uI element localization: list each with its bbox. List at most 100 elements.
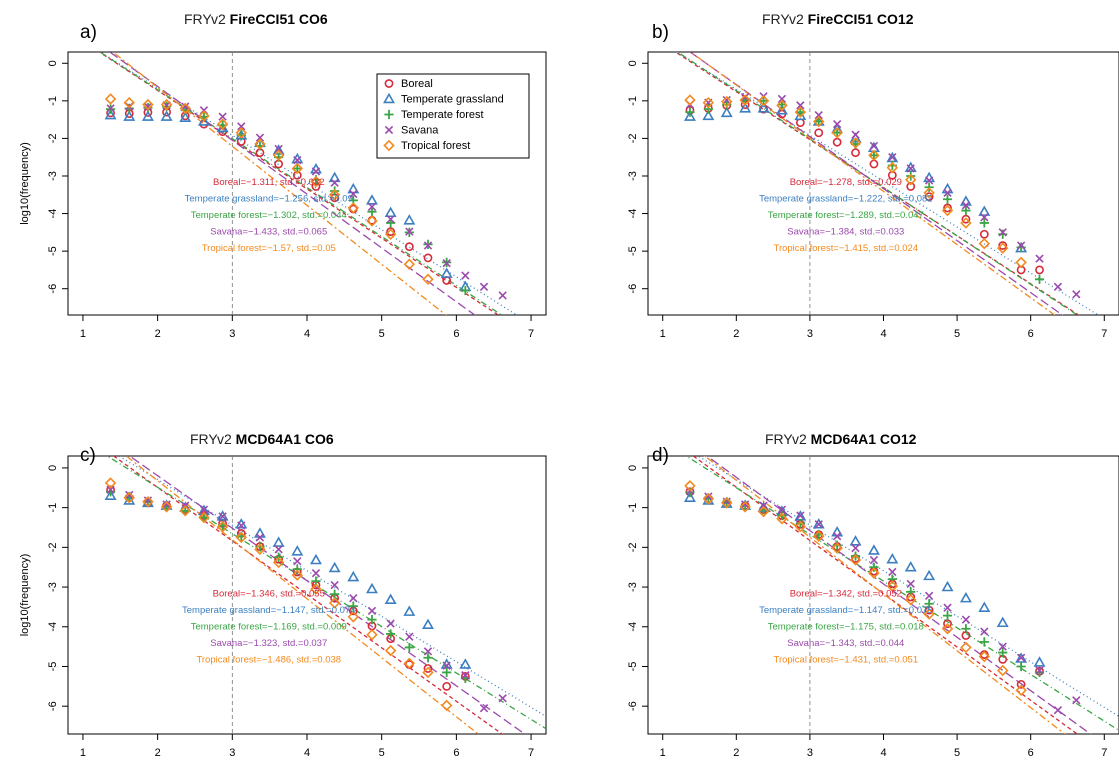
point-temperate-grassland bbox=[141, 110, 154, 121]
point-savana bbox=[367, 606, 377, 616]
point-savana bbox=[274, 545, 283, 554]
point-savana bbox=[274, 144, 283, 154]
x-tick-label: 5 bbox=[954, 328, 960, 340]
point-temperate-grassland bbox=[403, 605, 416, 616]
x-tick-label: 1 bbox=[80, 747, 86, 759]
point-savana bbox=[255, 133, 265, 142]
plot-area bbox=[683, 456, 1119, 734]
annotation-savana: Savana=−1.323, std.=0.037 bbox=[210, 638, 327, 649]
point-temperate-forest bbox=[961, 205, 971, 216]
point-tropical-forest bbox=[366, 215, 378, 227]
point-temperate-grassland bbox=[253, 527, 266, 538]
x-tick-label: 7 bbox=[528, 328, 534, 340]
point-tropical-forest bbox=[347, 202, 360, 214]
point-temperate-grassland bbox=[291, 545, 304, 556]
point-temperate-grassland bbox=[904, 161, 917, 172]
point-tropical-forest bbox=[179, 505, 191, 517]
point-temperate-grassland bbox=[941, 580, 954, 592]
y-tick-label: -2 bbox=[627, 134, 639, 144]
point-temperate-grassland bbox=[978, 205, 991, 216]
point-savana bbox=[869, 141, 879, 151]
point-tropical-forest bbox=[403, 258, 416, 271]
point-savana bbox=[143, 102, 153, 111]
x-tick-label: 5 bbox=[379, 747, 385, 759]
x-tick-label: 4 bbox=[304, 328, 310, 340]
point-savana bbox=[255, 533, 265, 542]
point-temperate-forest bbox=[869, 150, 879, 160]
y-tick-label: 0 bbox=[47, 465, 59, 471]
annotation-temperate-forest: Temperate forest=−1.302, std.=0.044 bbox=[191, 210, 347, 221]
plot-area bbox=[104, 456, 546, 734]
point-temperate-grassland bbox=[739, 102, 752, 113]
point-boreal bbox=[998, 241, 1008, 250]
x-tick-label: 7 bbox=[1101, 747, 1107, 759]
point-savana bbox=[498, 694, 507, 703]
point-tropical-forest bbox=[123, 491, 135, 504]
y-tick-label: -1 bbox=[627, 503, 639, 513]
point-temperate-forest bbox=[979, 218, 989, 228]
legend-marker-boreal bbox=[384, 79, 394, 88]
point-temperate-grassland bbox=[775, 104, 788, 115]
point-temperate-forest bbox=[423, 653, 433, 663]
panel-label: b) bbox=[652, 22, 669, 43]
point-savana bbox=[740, 92, 750, 102]
y-tick-label: -4 bbox=[47, 622, 59, 632]
point-boreal bbox=[924, 192, 934, 202]
title-prefix: FRYv2 bbox=[190, 431, 236, 447]
point-temperate-grassland bbox=[459, 658, 472, 669]
point-temperate-forest bbox=[404, 642, 414, 653]
point-temperate-grassland bbox=[216, 510, 229, 521]
point-tropical-forest bbox=[978, 650, 991, 663]
y-tick-label: -6 bbox=[47, 284, 59, 294]
point-boreal bbox=[943, 203, 952, 213]
legend-label-temperate-forest: Temperate forest bbox=[401, 109, 484, 121]
point-savana bbox=[888, 567, 897, 577]
point-temperate-forest bbox=[180, 506, 190, 516]
point-tropical-forest bbox=[198, 110, 210, 122]
point-savana bbox=[293, 156, 302, 165]
point-tropical-forest bbox=[702, 493, 715, 505]
point-tropical-forest bbox=[179, 102, 191, 115]
point-tropical-forest bbox=[996, 242, 1009, 254]
point-savana bbox=[405, 227, 414, 236]
point-savana bbox=[961, 201, 971, 210]
point-tropical-forest bbox=[198, 511, 210, 524]
point-tropical-forest bbox=[384, 644, 397, 657]
point-savana bbox=[796, 511, 805, 520]
point-savana bbox=[906, 164, 915, 173]
annotation-temperate-grassland: Temperate grassland=−1.147, std.=0.075 bbox=[759, 605, 933, 616]
point-tropical-forest bbox=[739, 501, 751, 513]
x-tick-label: 6 bbox=[1028, 328, 1034, 340]
point-tropical-forest bbox=[721, 95, 733, 108]
fit-line-temperate-forest bbox=[684, 456, 1119, 731]
legend: Boreal Temperate grassland Temperate fores… bbox=[376, 73, 530, 159]
y-tick-label: -2 bbox=[47, 134, 59, 144]
point-savana bbox=[722, 95, 731, 105]
point-savana bbox=[1035, 666, 1044, 675]
y-tick-label: -3 bbox=[47, 171, 59, 181]
legend-marker-temperate-grassland bbox=[383, 92, 395, 104]
point-temperate-grassland bbox=[160, 110, 173, 121]
title-prefix: FRYv2 bbox=[762, 11, 808, 27]
point-tropical-forest bbox=[923, 187, 935, 199]
y-tick-label: -1 bbox=[47, 96, 59, 106]
y-tick-label: -4 bbox=[627, 209, 639, 219]
point-savana bbox=[832, 532, 842, 541]
point-tropical-forest bbox=[254, 138, 266, 150]
point-savana bbox=[851, 543, 860, 553]
x-tick-label: 3 bbox=[807, 328, 813, 340]
fit-line-boreal bbox=[98, 52, 500, 315]
point-tropical-forest bbox=[813, 115, 825, 128]
y-tick-label: -5 bbox=[47, 246, 59, 256]
point-tropical-forest bbox=[960, 217, 972, 229]
point-tropical-forest bbox=[813, 530, 825, 542]
fit-line-savana bbox=[689, 52, 1064, 315]
x-tick-label: 3 bbox=[807, 747, 813, 759]
y-tick-label: 0 bbox=[47, 60, 59, 66]
annotation-savana: Savana=−1.343, std.=0.044 bbox=[787, 638, 904, 649]
y-tick-label: -6 bbox=[627, 701, 639, 711]
annotation-tropical-forest: Tropical forest=−1.57, std.=0.05 bbox=[202, 243, 336, 254]
point-tropical-forest bbox=[904, 174, 917, 186]
point-boreal bbox=[442, 681, 452, 691]
chart-title: FRYv2 FireCCI51 CO6 bbox=[184, 11, 328, 27]
